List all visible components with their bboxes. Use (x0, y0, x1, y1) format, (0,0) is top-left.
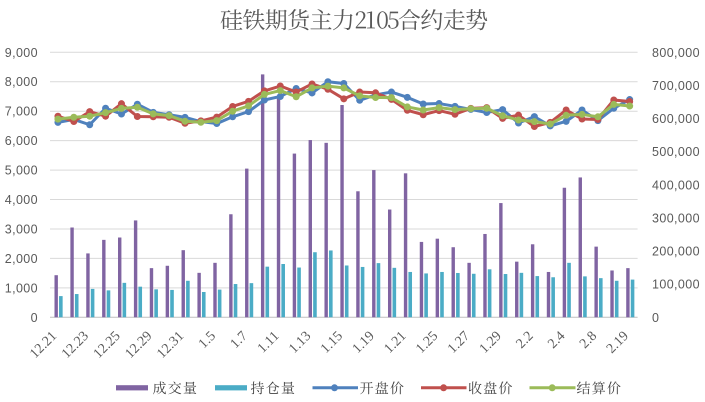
svg-text:2,000: 2,000 (5, 252, 38, 266)
svg-text:9,000: 9,000 (5, 46, 38, 60)
svg-text:700,000: 700,000 (652, 79, 700, 93)
svg-text:5,000: 5,000 (5, 164, 38, 178)
svg-text:100,000: 100,000 (652, 278, 700, 292)
svg-text:800,000: 800,000 (652, 46, 700, 60)
svg-text:400,000: 400,000 (652, 178, 700, 192)
svg-text:6,000: 6,000 (5, 134, 38, 148)
svg-text:7,000: 7,000 (5, 105, 38, 119)
svg-text:8,000: 8,000 (5, 75, 38, 89)
svg-text:500,000: 500,000 (652, 145, 700, 159)
svg-text:600,000: 600,000 (652, 112, 700, 126)
svg-text:300,000: 300,000 (652, 211, 700, 225)
svg-text:1,000: 1,000 (5, 281, 38, 295)
svg-text:200,000: 200,000 (652, 245, 700, 259)
svg-text:4,000: 4,000 (5, 193, 38, 207)
svg-text:3,000: 3,000 (5, 223, 38, 237)
svg-text:0: 0 (652, 311, 659, 325)
svg-text:0: 0 (31, 311, 38, 325)
